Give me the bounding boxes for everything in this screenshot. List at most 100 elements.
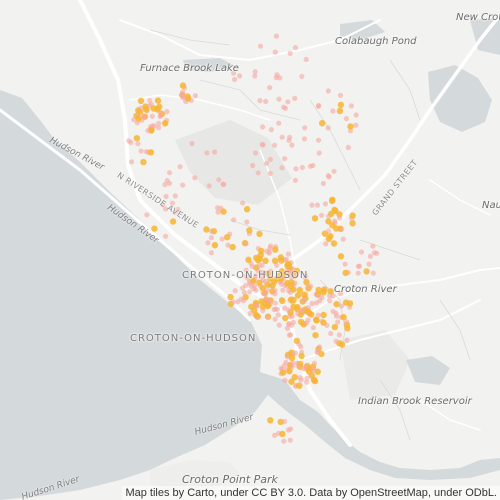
- data-point: [327, 233, 334, 240]
- data-point: [247, 289, 253, 295]
- data-point: [260, 124, 266, 130]
- data-point: [319, 295, 325, 301]
- data-point: [310, 325, 316, 331]
- data-point: [169, 218, 177, 225]
- data-point: [326, 174, 332, 180]
- data-point: [340, 314, 347, 321]
- data-point: [347, 123, 354, 130]
- data-point: [256, 279, 263, 286]
- data-point: [296, 286, 303, 294]
- data-point: [268, 127, 274, 133]
- data-point: [265, 314, 271, 320]
- data-point: [316, 137, 322, 143]
- lake-water: [428, 65, 492, 132]
- data-point: [249, 263, 255, 269]
- data-point: [279, 134, 285, 140]
- data-point: [140, 158, 147, 166]
- data-point: [330, 293, 336, 299]
- data-point: [286, 367, 293, 374]
- data-point: [240, 285, 246, 291]
- data-point: [272, 432, 278, 438]
- local-road: [129, 94, 271, 121]
- data-point: [243, 206, 251, 213]
- data-point: [303, 320, 310, 326]
- map-attribution: Map tiles by Carto, under CC BY 3.0. Dat…: [122, 486, 500, 500]
- route-9-road: [0, 108, 252, 322]
- data-point: [315, 292, 321, 299]
- park-area: [340, 330, 410, 400]
- data-point: [272, 142, 278, 148]
- data-point: [151, 225, 158, 232]
- data-point: [232, 288, 238, 294]
- data-point: [156, 124, 162, 131]
- data-point: [291, 374, 298, 381]
- data-point: [295, 311, 301, 317]
- data-point: [303, 56, 309, 63]
- data-point: [203, 226, 210, 233]
- data-point: [279, 297, 286, 304]
- data-point: [267, 85, 273, 91]
- data-point: [262, 257, 269, 264]
- data-point: [147, 149, 155, 156]
- data-point: [259, 141, 265, 148]
- data-point: [330, 308, 336, 315]
- data-point: [131, 117, 137, 123]
- data-point: [288, 378, 295, 385]
- data-point: [338, 226, 344, 233]
- place-label-furnace-brook-lake: Furnace Brook Lake: [140, 63, 239, 74]
- data-point: [304, 375, 310, 381]
- data-point: [138, 148, 144, 154]
- data-point: [263, 295, 269, 302]
- data-point: [215, 209, 221, 215]
- data-point: [262, 300, 269, 307]
- data-point: [336, 332, 342, 338]
- data-point: [294, 292, 302, 299]
- data-point: [284, 325, 290, 331]
- data-point: [305, 305, 311, 311]
- croton-point-land: [150, 460, 240, 490]
- data-point: [300, 291, 308, 298]
- data-point: [327, 288, 334, 295]
- data-point: [271, 257, 279, 264]
- reservoir-water: [406, 356, 450, 385]
- data-point: [273, 33, 279, 39]
- data-point: [146, 103, 152, 109]
- data-point: [290, 319, 296, 325]
- data-point: [243, 267, 249, 273]
- data-point: [231, 217, 237, 223]
- data-point: [333, 225, 340, 232]
- data-point: [290, 360, 296, 366]
- data-point: [302, 275, 308, 281]
- data-point: [263, 98, 269, 104]
- data-point: [292, 95, 298, 101]
- data-point: [206, 183, 212, 189]
- data-point: [320, 180, 326, 187]
- data-point: [240, 200, 246, 206]
- data-point: [149, 123, 156, 129]
- hudson-river-water: [0, 90, 270, 500]
- data-point: [344, 325, 351, 332]
- data-point: [279, 165, 285, 171]
- data-point: [344, 337, 350, 343]
- data-point: [160, 202, 166, 208]
- data-point: [250, 162, 256, 169]
- data-point: [304, 379, 310, 385]
- data-point: [281, 104, 287, 110]
- data-point: [312, 332, 319, 339]
- local-road: [119, 19, 381, 62]
- data-point: [274, 262, 280, 268]
- data-point: [277, 75, 283, 81]
- data-point: [177, 164, 183, 170]
- data-point: [293, 272, 299, 278]
- data-point: [310, 368, 316, 374]
- data-point: [321, 286, 328, 293]
- data-point: [299, 73, 305, 79]
- data-point: [370, 270, 376, 276]
- place-label-new-croton: New Croton: [456, 12, 500, 23]
- data-point: [293, 166, 299, 172]
- data-point: [323, 241, 329, 247]
- data-point: [247, 281, 253, 287]
- data-point: [162, 120, 169, 127]
